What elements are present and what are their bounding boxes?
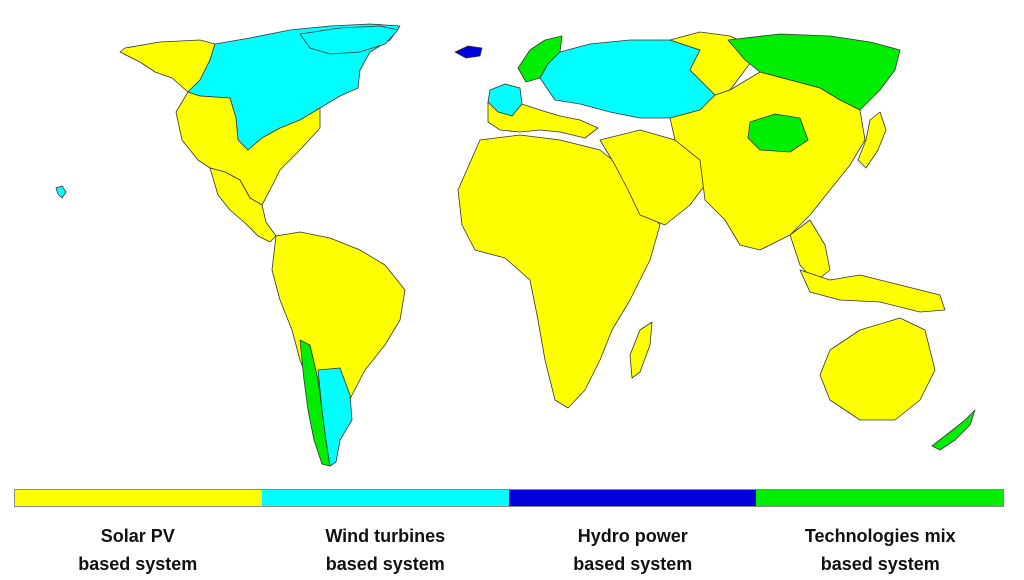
legend-label-mix: Technologies mix based system [804,526,956,574]
legend-label-wind: Wind turbines based system [325,526,446,574]
legend-swatch-hydro [509,490,756,506]
region-iceland [454,45,483,59]
region-asia-central-south [669,71,866,251]
legend-labels: Solar PV based system Wind turbines base… [14,522,1004,578]
legend-swatch-wind [262,490,509,506]
region-new-zealand [931,409,976,451]
legend-color-bar [14,489,1004,507]
region-eastern-europe [539,39,716,119]
region-australia [819,317,936,421]
legend-label-hydro: Hydro power based system [573,526,693,574]
legend-swatch-solar [15,490,262,506]
world-map [55,23,976,467]
region-argentina-south [317,367,353,467]
region-middle-east [599,129,706,226]
region-mongolia [747,113,809,153]
region-north-america-south [175,91,321,206]
region-indonesia [799,269,946,313]
region-madagascar [629,321,653,379]
region-greenland-islands [299,25,399,55]
legend-swatch-mix [756,490,1003,506]
region-south-america [271,231,406,441]
region-hawaii [55,185,67,199]
region-southern-europe [487,101,599,139]
region-japan [857,111,887,169]
legend-label-solar: Solar PV based system [78,526,198,574]
region-southeast-asia [789,219,831,283]
